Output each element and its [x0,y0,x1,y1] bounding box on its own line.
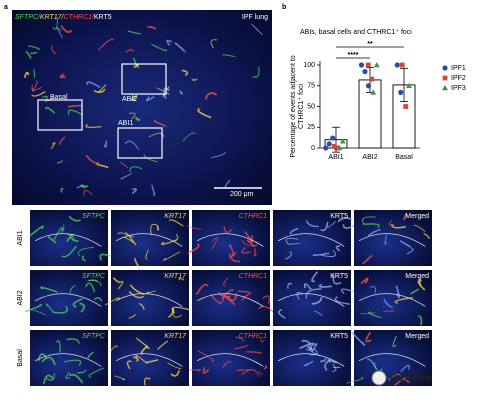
y-tick-label: 100 [303,62,315,69]
column-label: KRT17 [164,333,187,340]
column-label: KRT5 [330,273,348,280]
data-point [442,65,447,70]
column-label: KRT17 [164,213,187,220]
column-label: KRT17 [164,273,187,280]
column-label: Merged [405,333,429,340]
x-tick-label: ABI2 [362,154,377,161]
bar-chart: b ABIs, basal cells and CTHRC1⁺ foci Perce… [282,4,466,161]
x-tick-label: ABI1 [328,154,343,161]
column-label: SFTPC [82,333,106,340]
significance-label: ** [367,41,373,48]
data-point [366,83,371,88]
row-label: Basal [17,349,24,367]
y-tick-label: 75 [307,83,315,90]
scale-label: 200 μm [230,191,254,198]
stain: KRT5 [94,14,112,21]
column-label: Merged [405,213,429,220]
row-label: ABI2 [17,290,24,305]
watermark: 纤维化课题组 [390,373,432,382]
data-point [327,141,332,146]
tissue-strand [158,227,159,231]
legend-label: IPF2 [451,75,466,82]
data-point [366,63,371,68]
data-point [374,62,380,67]
column-label: CTHRC1 [239,273,267,280]
panel-letter: a [4,4,8,11]
y-tick-label: 25 [307,124,315,131]
data-point [330,135,335,140]
roi-label: ABI2 [122,96,137,103]
y-tick-label: 50 [307,103,315,110]
legend-label: IPF1 [451,65,466,72]
tissue-strand [333,367,340,368]
y-tick-label: 0 [311,145,315,152]
significance-label: **** [348,52,359,59]
column-label: Merged [405,273,429,280]
chart-title: ABIs, basal cells and CTHRC1⁺ foci [300,29,412,36]
data-point [443,76,448,81]
column-label: KRT5 [330,333,348,340]
column-label: CTHRC1 [239,213,267,220]
x-tick-label: Basal [395,154,413,161]
column-label: SFTPC [82,273,106,280]
panel-grid: ABI1 SFTPC KRT17 CTHRC1 KRT5 Merged ABI2 SFTPC K… [17,210,432,386]
data-point [395,62,400,67]
panel-letter: b [282,4,286,11]
column-label: CTHRC1 [239,333,267,340]
column-label: SFTPC [82,213,106,220]
stain: KRT17/ [40,14,65,21]
stain: CTHRC1/ [64,14,95,21]
roi-label: Basal [50,94,68,101]
stain: SFTPC/ [15,14,41,21]
data-point [403,104,408,109]
row-label: ABI1 [17,230,24,245]
data-point [359,62,364,67]
data-point [369,77,374,82]
roi-label: ABI1 [118,120,133,127]
y-axis-label: Percentage of events adjacent to [290,55,297,157]
legend-label: IPF3 [451,85,466,92]
column-label: KRT5 [330,213,348,220]
data-point [362,69,367,74]
data-point [442,85,448,90]
y-axis-label: CTHRC1⁺ foci [298,84,305,129]
watermark-icon [372,371,386,385]
data-point [323,145,328,150]
overview-image [12,10,272,205]
data-point [400,63,405,68]
sample-label: IPF lung [242,14,268,21]
stain-legend: SFTPC/KRT17/CTHRC1/KRT5 [15,14,112,21]
data-point [398,90,403,95]
